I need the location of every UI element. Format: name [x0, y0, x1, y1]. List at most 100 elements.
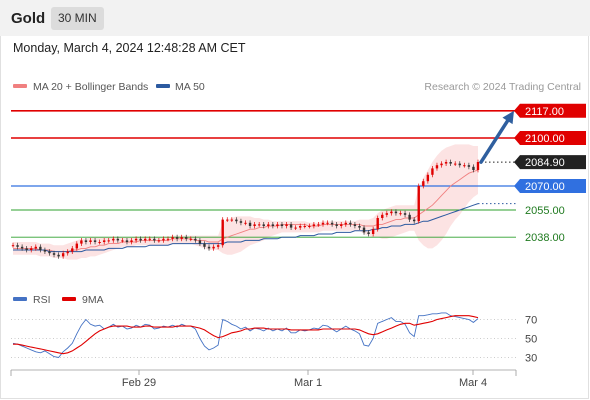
datetime-label: Monday, March 4, 2024 12:48:28 AM CET — [13, 41, 246, 55]
legend-swatch-rsi — [13, 297, 27, 301]
candle — [444, 162, 448, 164]
level-label-2117.00-box — [514, 103, 586, 118]
candle — [321, 222, 325, 225]
candle — [262, 224, 265, 226]
candle — [367, 232, 370, 234]
candle — [267, 224, 270, 226]
projection-arrow-shaft — [479, 119, 510, 164]
candle — [207, 246, 211, 249]
candle — [458, 163, 461, 166]
candle — [362, 227, 366, 233]
candle — [84, 240, 88, 242]
credit-label: Research © 2024 Trading Central — [424, 81, 581, 93]
candle — [376, 218, 379, 230]
candle — [194, 238, 197, 241]
legend-label-ma20: MA 20 + Bollinger Bands — [33, 81, 148, 93]
candle — [185, 237, 188, 239]
candle — [203, 243, 206, 247]
candle — [216, 245, 220, 247]
rsi-ma9-line — [13, 315, 479, 355]
candle — [66, 251, 69, 254]
x-tick-label-Feb 29: Feb 29 — [122, 377, 156, 389]
candle — [417, 186, 420, 222]
candle — [121, 240, 124, 242]
x-axis: Feb 29 Mar 1 Mar 4 — [10, 369, 517, 389]
rsi-tick-30: 30 — [525, 353, 537, 365]
legend-swatch-ma20 — [13, 84, 27, 88]
candle — [153, 238, 156, 241]
timeframe-button[interactable]: 30 MIN — [51, 7, 104, 30]
candle — [102, 240, 106, 242]
candle — [235, 219, 238, 222]
candle — [139, 238, 142, 241]
legend-swatch-ma50 — [156, 84, 170, 88]
candle — [180, 237, 183, 239]
candle — [239, 221, 243, 223]
candle — [276, 224, 279, 226]
candle — [381, 214, 384, 218]
candle — [422, 181, 425, 186]
candle — [426, 174, 430, 182]
x-tick-label-Mar 1: Mar 1 — [294, 377, 322, 389]
candle — [157, 240, 161, 242]
candle — [335, 224, 338, 226]
level-label-2038.00: 2038.00 — [525, 232, 565, 244]
candle — [317, 224, 320, 226]
candle — [280, 224, 284, 226]
bollinger-band — [13, 144, 478, 260]
candle — [162, 238, 165, 241]
candle — [112, 238, 115, 241]
current-price-label: 2084.90 — [525, 157, 565, 169]
candle — [221, 219, 224, 246]
candle — [93, 240, 97, 242]
candle — [39, 246, 42, 250]
candle — [294, 227, 297, 229]
candle — [412, 219, 416, 222]
level-label-2055.00: 2055.00 — [525, 205, 565, 217]
candle — [353, 224, 357, 226]
rsi-tick-50: 50 — [525, 334, 537, 346]
candle — [34, 246, 37, 249]
candle — [198, 240, 202, 244]
level-label-2100.00-box — [514, 131, 586, 145]
candle — [476, 162, 480, 170]
legend-label-9ma: 9MA — [82, 294, 104, 306]
candle — [330, 222, 334, 225]
legend-label-ma50: MA 50 — [175, 81, 205, 93]
legend-swatch-9ma — [62, 297, 76, 301]
candle — [189, 238, 192, 240]
candle — [175, 237, 179, 239]
current-price-label-box — [514, 155, 586, 170]
candle — [61, 253, 65, 257]
candle — [52, 253, 56, 255]
candle — [326, 222, 329, 224]
instrument-title: Gold — [11, 10, 46, 27]
candle — [408, 214, 411, 220]
candle — [130, 240, 133, 242]
candle — [257, 224, 261, 226]
header-bar: Gold 30 MIN — [0, 0, 590, 36]
candle — [463, 165, 466, 167]
candle — [285, 224, 288, 226]
rsi-chart: 70 50 30 — [11, 312, 537, 365]
candle — [385, 213, 389, 215]
candle — [230, 219, 234, 221]
candle — [148, 238, 151, 240]
legend-label-rsi: RSI — [33, 294, 51, 306]
candle — [20, 246, 24, 249]
candle — [394, 211, 398, 214]
rsi-line — [12, 312, 479, 358]
price-chart: 2117.00 2100.00 2070.00 2055.00 2038.00 2084.… — [11, 103, 586, 260]
candle — [212, 246, 215, 249]
candle — [43, 250, 47, 252]
candle — [48, 251, 51, 254]
candle — [107, 240, 110, 242]
candle — [248, 222, 252, 226]
candle — [144, 238, 147, 241]
candle — [98, 242, 101, 243]
candle — [449, 162, 452, 164]
candle — [308, 226, 311, 227]
candle — [89, 240, 92, 242]
candle — [171, 237, 174, 239]
